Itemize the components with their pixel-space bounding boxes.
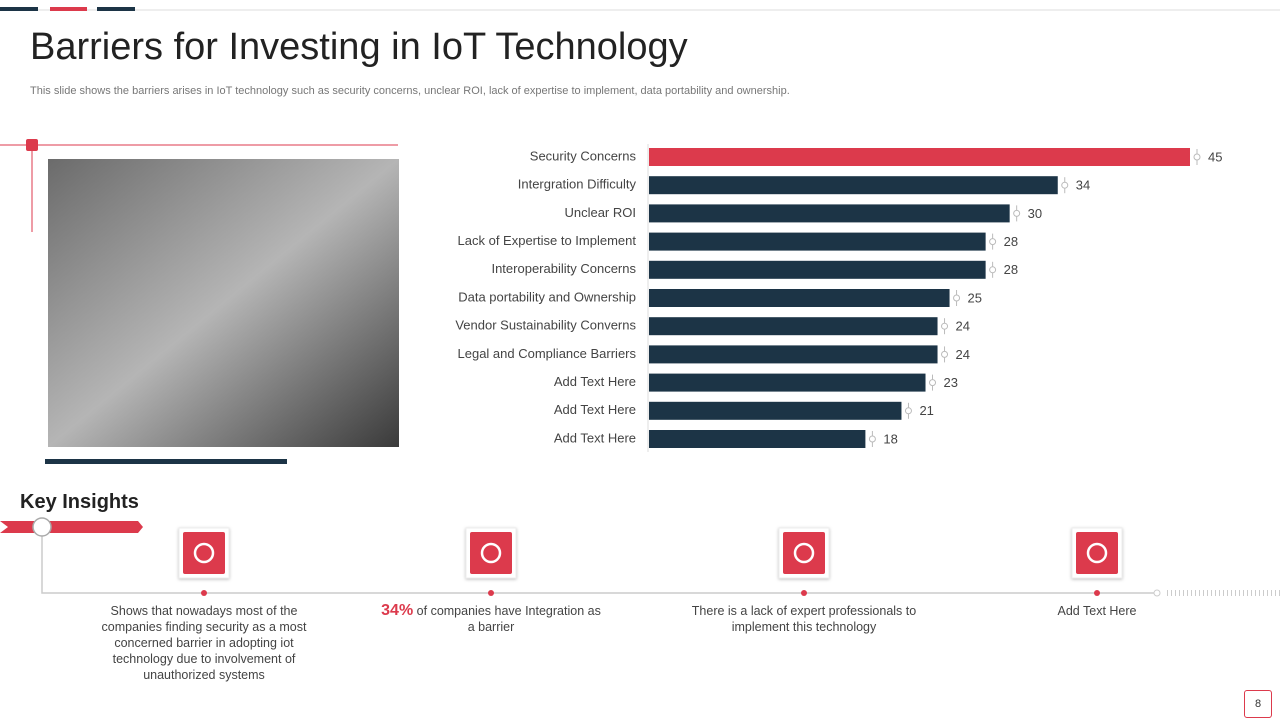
category-label: Add Text Here <box>554 374 636 389</box>
slide-subtitle: This slide shows the barriers arises in … <box>30 85 790 97</box>
value-label: 30 <box>1028 206 1042 221</box>
value-label: 24 <box>956 319 970 334</box>
timeline-dot <box>1094 590 1100 596</box>
top-accent <box>97 7 135 11</box>
page-number: 8 <box>1244 690 1272 718</box>
category-label: Data portability and Ownership <box>458 289 636 304</box>
bar <box>649 232 986 251</box>
insight-text: Shows that nowadays most of the companie… <box>89 603 319 683</box>
bar <box>649 401 902 420</box>
bar <box>649 176 1058 195</box>
photo-underline <box>45 459 287 464</box>
timeline <box>41 527 1157 594</box>
insight-body: of companies have Integration as a barri… <box>416 604 601 634</box>
timeline-start <box>32 517 52 537</box>
insight-icon-glyph <box>793 542 815 564</box>
top-accent <box>0 7 38 11</box>
insight-body: There is a lack of expert professionals … <box>691 604 917 634</box>
value-label: 28 <box>1004 262 1018 277</box>
bar-end-marker <box>989 238 997 246</box>
photo <box>48 159 399 447</box>
top-accent <box>50 7 87 11</box>
insight-body: Add Text Here <box>1057 604 1137 618</box>
bar-end-marker <box>929 379 937 387</box>
bar <box>649 260 986 279</box>
insight-icon-glyph <box>480 542 502 564</box>
insight-text: There is a lack of expert professionals … <box>689 603 919 635</box>
timeline-end <box>1153 589 1161 597</box>
category-label: Interoperability Concerns <box>491 261 636 276</box>
category-label: Add Text Here <box>554 402 636 417</box>
insight-text: 34% of companies have Integration as a b… <box>376 603 606 635</box>
insight-icon-glyph <box>1086 542 1108 564</box>
insight-icon <box>783 532 825 574</box>
bar <box>649 345 938 364</box>
insight-icon <box>470 532 512 574</box>
category-label: Add Text Here <box>554 430 636 445</box>
bar <box>649 204 1010 223</box>
insight-text: Add Text Here <box>982 603 1212 619</box>
bar-end-marker <box>953 294 961 302</box>
insights-ribbon <box>0 521 143 533</box>
value-label: 24 <box>956 347 970 362</box>
insight-icon <box>1076 532 1118 574</box>
category-label: Unclear ROI <box>564 205 636 220</box>
bar <box>649 373 926 392</box>
slide-title: Barriers for Investing in IoT Technology <box>30 26 688 68</box>
insights-title: Key Insights <box>20 491 139 513</box>
bar <box>649 289 950 307</box>
bar-end-marker <box>941 322 949 330</box>
insight-icon <box>183 532 225 574</box>
value-label: 28 <box>1004 234 1018 249</box>
category-label: Security Concerns <box>530 148 637 163</box>
category-label: Intergration Difficulty <box>518 177 637 192</box>
bar-end-marker <box>1193 153 1201 161</box>
bar-end-marker <box>868 435 876 443</box>
value-label: 23 <box>944 375 958 390</box>
value-label: 34 <box>1076 178 1090 193</box>
insight-highlight: 34% <box>381 602 414 619</box>
category-label: Legal and Compliance Barriers <box>458 346 637 361</box>
image-frame-marker <box>26 139 38 151</box>
bar-end-marker <box>941 350 949 358</box>
timeline-dot <box>801 590 807 596</box>
bar <box>649 148 1190 166</box>
value-label: 25 <box>968 290 982 305</box>
bar <box>649 430 866 448</box>
bar-end-marker <box>1013 209 1021 217</box>
bar-end-marker <box>989 266 997 274</box>
insight-body: Shows that nowadays most of the companie… <box>101 604 307 682</box>
timeline-dot <box>488 590 494 596</box>
bar <box>649 317 938 336</box>
category-label: Vendor Sustainability Converns <box>455 318 636 333</box>
insight-icon-glyph <box>193 542 215 564</box>
bar-end-marker <box>1061 181 1069 189</box>
bar-end-marker <box>904 407 912 415</box>
value-label: 21 <box>919 403 933 418</box>
value-label: 45 <box>1208 149 1222 164</box>
value-label: 18 <box>883 431 897 446</box>
timeline-dot <box>201 590 207 596</box>
category-label: Lack of Expertise to Implement <box>458 233 637 248</box>
